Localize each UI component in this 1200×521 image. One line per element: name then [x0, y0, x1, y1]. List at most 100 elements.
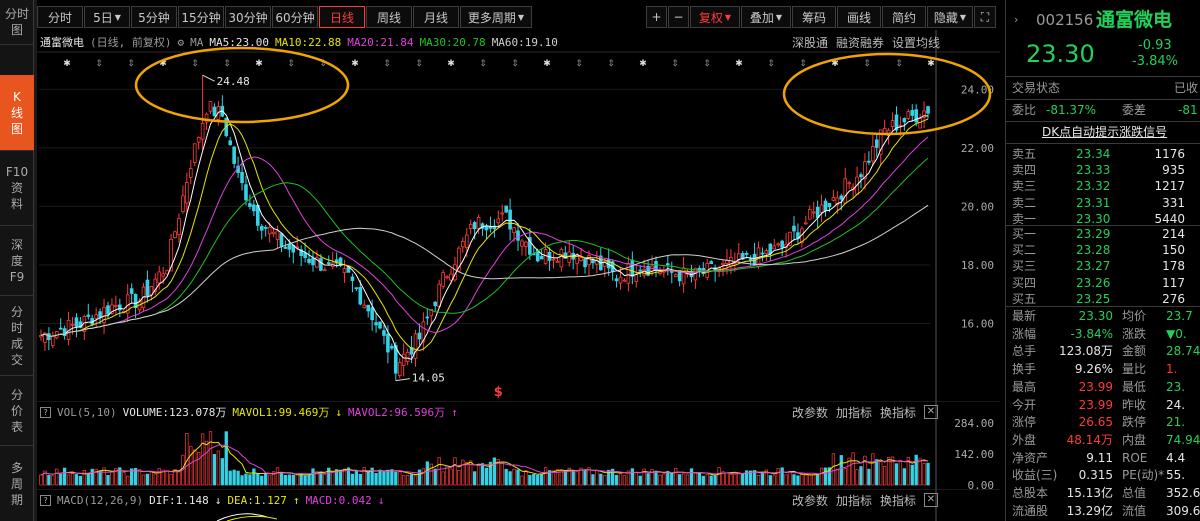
macd-add-indicator[interactable]: 加指标	[835, 493, 872, 508]
bid-row[interactable]: 买五 23.25 276	[1006, 291, 1200, 307]
stat-value: 9.26%	[1074, 362, 1113, 377]
bid-row[interactable]: 买一 23.29 214	[1006, 226, 1200, 242]
ma5-line	[40, 110, 929, 360]
zoom-in-button[interactable]: +	[646, 6, 667, 28]
vol-edit-params[interactable]: 改参数	[791, 405, 828, 420]
nav-depth-f9[interactable]: 深 度 F9	[0, 226, 34, 296]
macd-switch-indicator[interactable]: 换指标	[879, 493, 916, 508]
link-margin[interactable]: 融资融券	[835, 35, 884, 50]
bid-row[interactable]: 买三 23.27 178	[1006, 258, 1200, 274]
period-weekly[interactable]: 周线	[366, 6, 412, 28]
volume-bar	[267, 474, 272, 486]
help-icon[interactable]: ?	[40, 406, 51, 418]
candle-body	[819, 204, 824, 213]
candle-body	[106, 305, 110, 315]
stat-label: PE(动)*	[1122, 468, 1165, 483]
nav-multi-period[interactable]: 多 周 期	[10, 460, 23, 507]
volume-chart-svg[interactable]: 284.00 142.00 0.00	[37, 401, 1000, 489]
candle-body	[551, 258, 556, 261]
highlight-ellipse-right	[782, 52, 992, 136]
candle-body	[94, 314, 98, 319]
volume-bar	[260, 475, 264, 486]
macd-pane[interactable]: ? MACD(12,26,9) DIF:1.148 ↓ DEA:1.127 ↑ MA…	[37, 489, 1000, 521]
ask-row[interactable]: 卖五 23.34 1176	[1006, 146, 1200, 162]
period-more[interactable]: 更多周期 ▼	[460, 6, 532, 28]
volume-bar	[697, 472, 702, 486]
volume-pane[interactable]: 284.00 142.00 0.00 ? VOL(5,10) VOLUME:123.…	[37, 401, 1000, 489]
ask-row[interactable]: 卖二 23.31 331	[1006, 195, 1200, 211]
draw-line-button[interactable]: 画线	[837, 6, 881, 28]
collapse-gutter[interactable]	[34, 0, 37, 521]
candle-body	[102, 306, 106, 323]
candle-body	[350, 276, 355, 281]
bid-row[interactable]: 买二 23.28 150	[1006, 242, 1200, 258]
chevron-right-icon[interactable]: ›	[1014, 13, 1019, 26]
period-60min[interactable]: 60分钟	[272, 6, 318, 28]
candle-body	[275, 230, 280, 240]
link-ma-settings[interactable]: 设置均线	[891, 35, 940, 50]
candle-body	[417, 332, 422, 340]
bid-label: 买四	[1012, 275, 1037, 290]
weibi-value: -81.37%	[1046, 103, 1097, 117]
stat-value: 24.	[1166, 397, 1186, 412]
hide-dropdown[interactable]: 隐藏 ▼	[927, 6, 973, 28]
volume-bar	[145, 473, 150, 486]
candle-body	[504, 205, 508, 213]
ask-row[interactable]: 卖一 23.30 5440	[1006, 211, 1200, 227]
nav-timeshare[interactable]: 分时 图	[0, 0, 34, 45]
vol-add-indicator[interactable]: 加指标	[835, 405, 872, 420]
volume-bar	[248, 474, 252, 486]
close-icon[interactable]: ✕	[924, 493, 938, 507]
period-daily[interactable]: 日线	[319, 6, 365, 28]
vol-switch-indicator[interactable]: 换指标	[879, 405, 916, 420]
event-marker: ✱	[447, 59, 455, 69]
close-icon[interactable]: ✕	[924, 405, 938, 419]
candle-body	[47, 333, 51, 341]
candle-body	[579, 257, 583, 262]
candle-body	[362, 304, 367, 309]
ask-label: 卖四	[1012, 163, 1037, 178]
nav-kline[interactable]: K 线 图	[0, 75, 34, 151]
help-icon[interactable]: ?	[40, 494, 51, 506]
candle-body	[110, 304, 114, 314]
signal-link[interactable]: DK点自动提示涨跌信号	[1042, 125, 1168, 139]
ma-settings-icon[interactable]: ⚙	[177, 35, 185, 49]
ask-row[interactable]: 卖三 23.32 1217	[1006, 178, 1200, 194]
bid-row[interactable]: 买四 23.26 117	[1006, 275, 1200, 291]
macd-edit-params[interactable]: 改参数	[791, 493, 828, 508]
nav-price-table[interactable]: 分 价 表	[0, 376, 34, 446]
volume-bar	[141, 474, 146, 486]
stat-value: 15.13亿	[1066, 486, 1113, 500]
volume-bar	[898, 460, 903, 486]
period-timeshare[interactable]: 分时	[37, 6, 83, 28]
link-sgt[interactable]: 深股通	[791, 35, 828, 50]
highlight-ellipse-left	[134, 46, 350, 124]
macd-chart-svg[interactable]	[37, 489, 1000, 521]
period-15min[interactable]: 15分钟	[178, 6, 224, 28]
kline-chart-pane[interactable]: ✱ ⇕ ⇕ ✱ ⇕ ⇕ ✱ ⇕ ⇕ ✱ ⇕ ⇕ ✱ ⇕ ⇕ ✱ ⇕ ⇕ ✱ ⇕ ⇕ ✱ ⇕ ⇕ ✱ ⇕ ⇕ ✱ 24.00 22.00 20…	[37, 30, 1000, 401]
chips-button[interactable]: 筹码	[792, 6, 836, 28]
nav-f10[interactable]: F10 资 料	[0, 151, 34, 226]
candle-body	[528, 237, 532, 255]
period-30min[interactable]: 30分钟	[225, 6, 271, 28]
candle-body	[827, 203, 832, 208]
period-5min[interactable]: 5分钟	[131, 6, 177, 28]
ask-label: 卖三	[1012, 179, 1037, 194]
fullscreen-button[interactable]: ⛶	[974, 6, 996, 28]
candle-body	[185, 182, 189, 204]
volume-bar	[244, 473, 248, 486]
simple-mode-button[interactable]: 简约	[882, 6, 926, 28]
nav-tick-trades[interactable]: 分 时 成 交	[0, 296, 34, 376]
ask-row[interactable]: 卖四 23.33 935	[1006, 162, 1200, 178]
volume-bar	[204, 440, 209, 486]
kline-chart-svg[interactable]: ✱ ⇕ ⇕ ✱ ⇕ ⇕ ✱ ⇕ ⇕ ✱ ⇕ ⇕ ✱ ⇕ ⇕ ✱ ⇕ ⇕ ✱ ⇕ ⇕ ✱ ⇕ ⇕ ✱ ⇕ ⇕ ✱ 24.00 22.00 20…	[37, 30, 1000, 401]
period-5day[interactable]: 5日 ▼	[84, 6, 130, 28]
event-marker: ⇕	[479, 59, 487, 69]
fuquan-dropdown[interactable]: 复权 ▼	[690, 6, 740, 28]
zoom-out-button[interactable]: −	[668, 6, 689, 28]
period-monthly[interactable]: 月线	[413, 6, 459, 28]
period-more-label: 更多周期	[467, 10, 516, 25]
overlay-dropdown[interactable]: 叠加 ▼	[741, 6, 791, 28]
stat-label: 净资产	[1012, 450, 1049, 465]
status-label: 交易状态	[1012, 81, 1061, 95]
